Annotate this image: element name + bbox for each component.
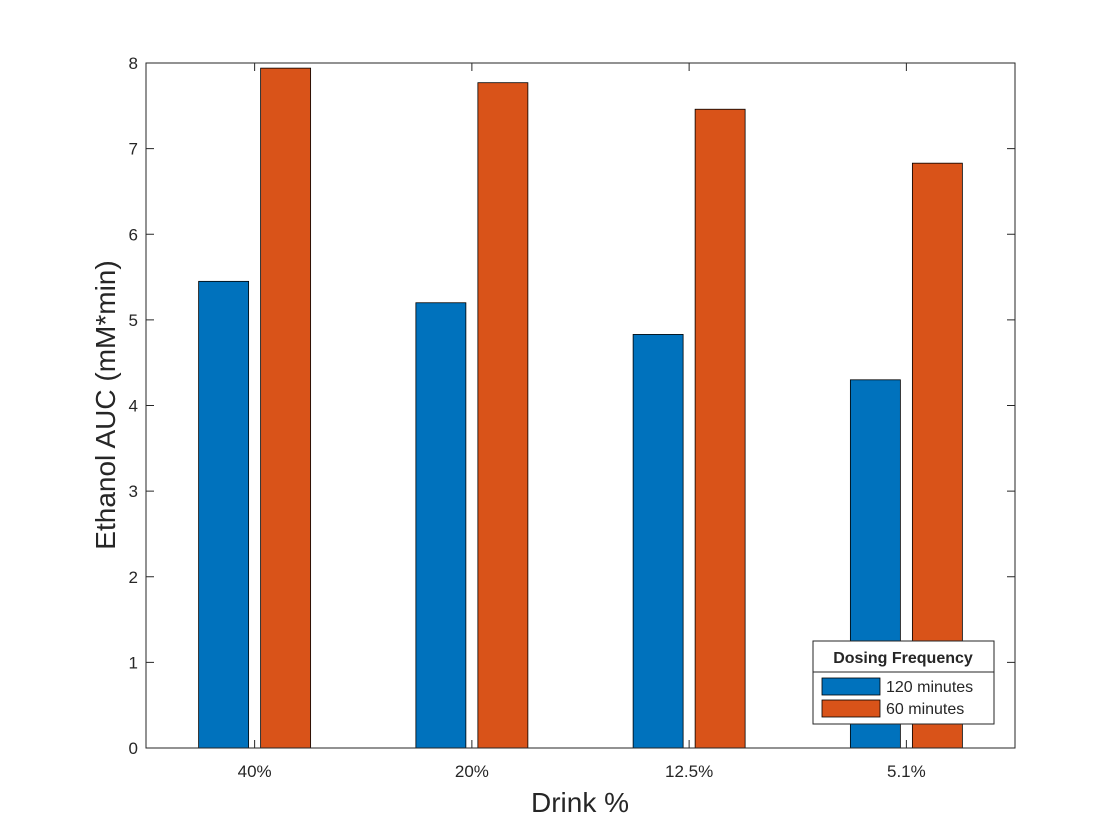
bar-60-minutes-20% — [477, 82, 529, 749]
tick-labels-group: 40% 20% 12.5% 5.1% 0 1 2 3 4 5 6 7 8 — [129, 54, 926, 781]
y-tick-label: 0 — [129, 739, 138, 758]
y-axis-title: Ethanol AUC (mM*min) — [90, 260, 121, 549]
bars-group — [198, 67, 963, 749]
x-axis-title: Drink % — [531, 787, 629, 818]
x-tick-label: 5.1% — [887, 762, 926, 781]
legend-label-60-minutes: 60 minutes — [886, 701, 964, 718]
y-tick-label: 4 — [129, 397, 138, 416]
legend-swatch-120-minutes — [821, 677, 881, 696]
bar-120-minutes-12.5% — [632, 334, 684, 749]
bar-60-minutes-12.5% — [694, 108, 746, 749]
y-tick-label: 3 — [129, 482, 138, 501]
legend-label-120-minutes: 120 minutes — [886, 679, 973, 696]
legend: Dosing Frequency 120 minutes 60 minutes — [812, 640, 995, 725]
plot-frame — [145, 62, 1016, 749]
y-tick-label: 2 — [129, 568, 138, 587]
y-tick-label: 6 — [129, 225, 138, 244]
x-tick-label: 12.5% — [665, 762, 713, 781]
x-tick-label: 20% — [455, 762, 489, 781]
x-tick-label: 40% — [238, 762, 272, 781]
legend-swatch-60-minutes — [821, 699, 881, 718]
bar-60-minutes-40% — [260, 67, 312, 749]
legend-title: Dosing Frequency — [833, 650, 973, 667]
y-tick-label: 8 — [129, 54, 138, 73]
bar-120-minutes-20% — [415, 302, 467, 749]
legend-items: 120 minutes 60 minutes — [821, 677, 973, 718]
y-tick-label: 5 — [129, 311, 138, 330]
y-tick-label: 7 — [129, 140, 138, 159]
bar-120-minutes-40% — [198, 280, 250, 749]
y-tick-label: 1 — [129, 653, 138, 672]
